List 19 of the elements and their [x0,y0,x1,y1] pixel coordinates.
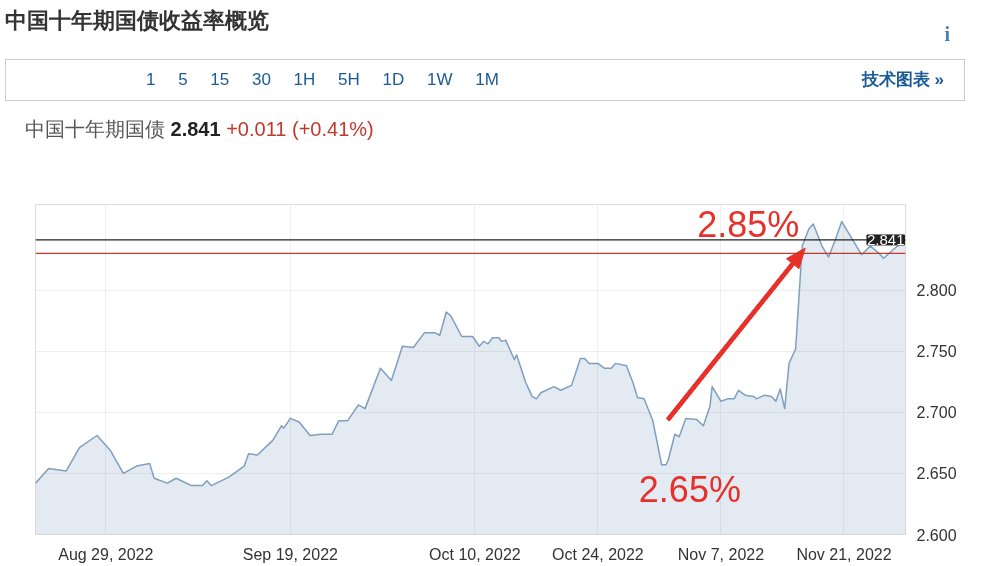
x-tick-label: Oct 10, 2022 [429,545,521,563]
y-tick-label: 2.750 [916,343,957,361]
y-tick-label: 2.700 [916,404,957,422]
annotation: 2.85% [697,203,800,245]
x-tick-label: Aug 29, 2022 [58,545,154,563]
x-tick-label: Nov 7, 2022 [677,545,765,563]
text: 1 5 15 30 1H 5H 1D 1W 1M [146,70,499,89]
x-tick-label: Oct 24, 2022 [552,545,644,563]
y-tick-label: 2.800 [916,282,957,300]
y-tick-label: 2.600 [916,526,957,544]
text: i [944,22,950,47]
chart-subtitle: 中国十年期国债 2.841 +0.011 (+0.41%) [25,118,374,140]
chart-title: 中国十年期国债收益率概览 [5,7,270,35]
x-tick-label: Nov 21, 2022 [796,545,892,563]
ref-line-label: 2.841 [866,230,905,248]
x-tick-label: Sep 19, 2022 [242,545,339,563]
y-tick-label: 2.650 [916,465,957,483]
text: 技术图表 » [861,69,944,91]
annotation: 2.65% [638,468,741,510]
